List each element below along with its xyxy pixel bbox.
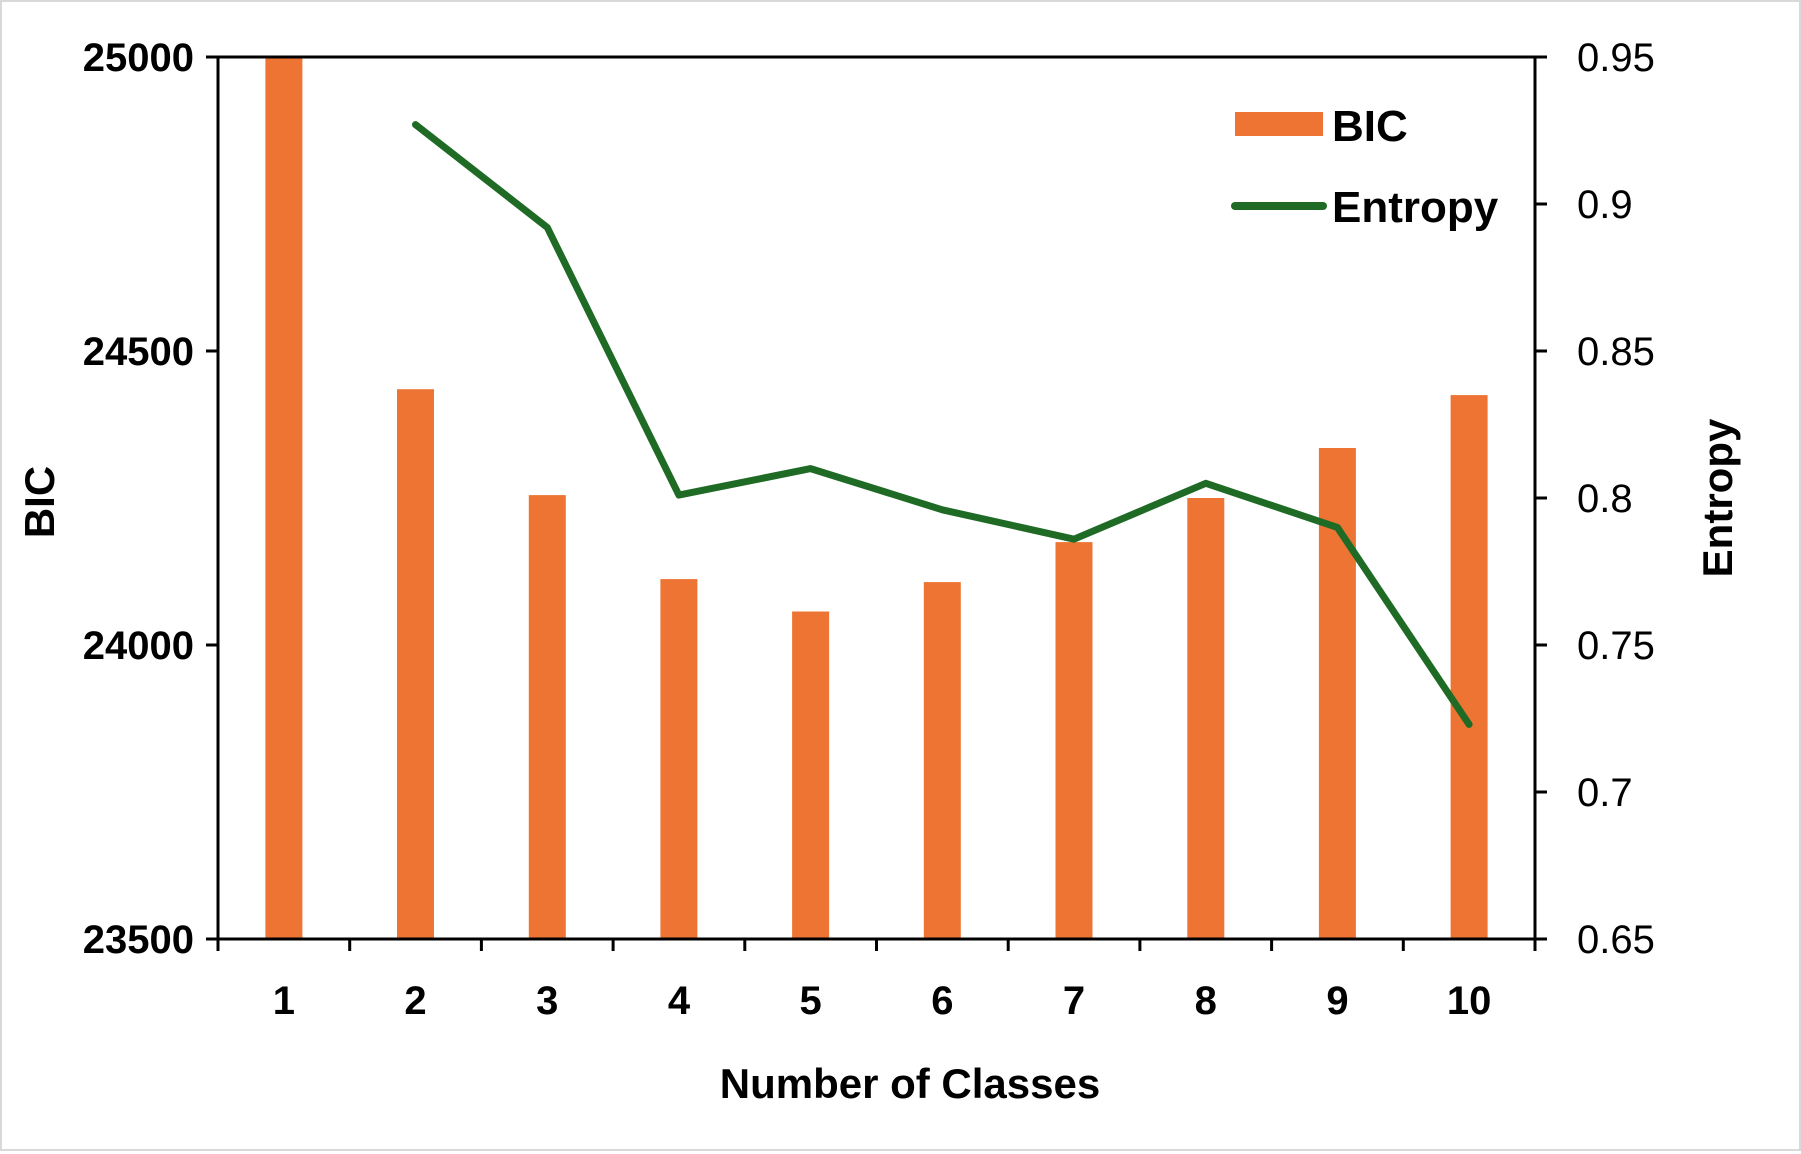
entropy-point-2 [412,121,419,128]
bic-bar-5 [792,611,830,939]
x-tick-label-2: 2 [404,979,426,1023]
bic-bar-8 [1187,498,1225,939]
legend-label-entropy: Entropy [1332,183,1499,232]
y-tick-label-23500: 23500 [83,918,194,962]
entropy-point-6 [939,506,946,513]
x-tick-label-7: 7 [1063,979,1085,1023]
entropy-point-9 [1334,524,1341,531]
axes [206,55,1547,951]
bic-bar-1 [265,57,303,939]
bic-bars [265,57,1488,940]
entropy-point-10 [1466,721,1473,728]
y2-tick-label-0.8: 0.8 [1577,477,1633,521]
entropy-point-3 [544,224,551,231]
bic-bar-6 [923,582,961,939]
entropy-point-8 [1202,480,1209,487]
y-tick-label-25000: 25000 [83,36,194,80]
x-tick-label-6: 6 [931,979,953,1023]
legend: BIC Entropy [1231,102,1499,232]
x-tick-label-9: 9 [1326,979,1348,1023]
y2-tick-label-0.75: 0.75 [1577,624,1655,668]
entropy-line-group [412,121,1473,728]
y-tick-label-24500: 24500 [83,330,194,374]
y2-tick-label-0.95: 0.95 [1577,36,1655,80]
x-tick-label-3: 3 [536,979,558,1023]
y2-tick-label-0.65: 0.65 [1577,918,1655,962]
entropy-point-4 [675,492,682,499]
x-tick-label-5: 5 [800,979,822,1023]
y2-tick-label-0.7: 0.7 [1577,771,1633,815]
bic-bar-4 [660,579,698,939]
bic-bar-3 [528,495,566,939]
entropy-point-5 [807,465,814,472]
y-tick-label-24000: 24000 [83,624,194,668]
x-tick-label-4: 4 [668,979,691,1023]
bic-bar-2 [397,389,434,939]
entropy-point-7 [1071,536,1077,543]
x-tick-label-1: 1 [273,979,295,1023]
legend-label-bic: BIC [1332,102,1408,151]
x-tick-label-10: 10 [1447,979,1492,1023]
bic-bar-7 [1055,542,1093,939]
y2-tick-label-0.9: 0.9 [1577,183,1633,227]
y2-tick-label-0.85: 0.85 [1577,330,1655,374]
y-axis-title: BIC [16,466,63,538]
x-tick-label-8: 8 [1195,979,1217,1023]
x-axis-title: Number of Classes [720,1060,1100,1107]
y2-axis-title: Entropy [1694,418,1741,577]
tick-labels: 23500 24000 24500 25000 0.65 0.7 0.75 0.8 0.85 0.… [83,36,1655,1023]
bic-bar-10 [1450,395,1488,940]
legend-swatch-bic [1235,112,1323,136]
